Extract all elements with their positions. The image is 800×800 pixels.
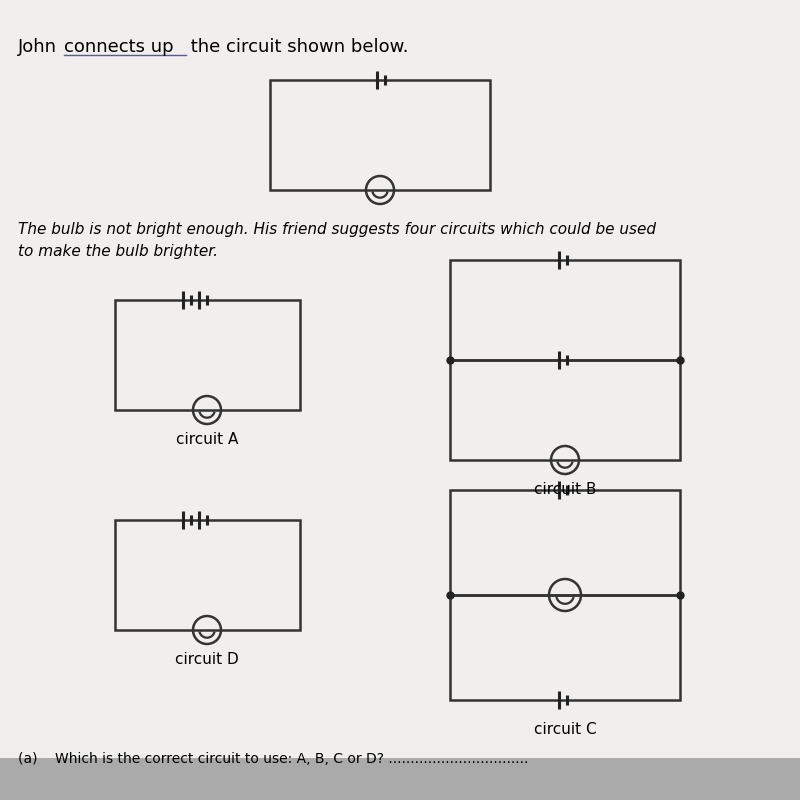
Text: circuit A: circuit A: [176, 432, 238, 447]
Text: circuit C: circuit C: [534, 722, 596, 737]
Bar: [450, 360, 680, 460]
Text: John: John: [18, 38, 62, 56]
Text: the circuit shown below.: the circuit shown below.: [185, 38, 409, 56]
Bar: [115, 520, 300, 630]
Text: circuit B: circuit B: [534, 482, 596, 497]
Bar: [270, 80, 490, 190]
Bar: [450, 490, 680, 595]
Text: The bulb is not bright enough. His friend suggests four circuits which could be : The bulb is not bright enough. His frien…: [18, 222, 656, 237]
Text: connects up: connects up: [64, 38, 174, 56]
Text: (a)    Which is the correct circuit to use: A, B, C or D? ......................: (a) Which is the correct circuit to use:…: [18, 752, 528, 766]
Text: circuit D: circuit D: [175, 652, 239, 667]
Text: to make the bulb brighter.: to make the bulb brighter.: [18, 244, 218, 259]
Bar: [450, 595, 680, 700]
Bar: [450, 260, 680, 360]
Bar: [115, 300, 300, 410]
Bar: [0, 758, 800, 800]
